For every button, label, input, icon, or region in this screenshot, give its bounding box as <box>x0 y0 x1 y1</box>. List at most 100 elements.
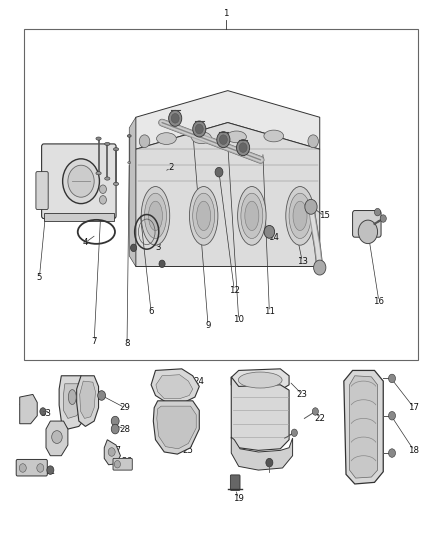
Bar <box>44 213 114 221</box>
Circle shape <box>291 429 297 437</box>
Polygon shape <box>231 369 289 392</box>
FancyBboxPatch shape <box>113 458 132 470</box>
FancyBboxPatch shape <box>36 172 48 209</box>
Circle shape <box>358 220 378 244</box>
Text: 6: 6 <box>148 308 154 316</box>
Circle shape <box>159 260 165 268</box>
Ellipse shape <box>113 182 119 185</box>
Ellipse shape <box>245 201 259 231</box>
Text: 20: 20 <box>266 458 277 467</box>
Circle shape <box>99 196 106 204</box>
Circle shape <box>305 199 317 214</box>
Circle shape <box>19 464 26 472</box>
Circle shape <box>374 208 381 216</box>
Circle shape <box>131 244 137 252</box>
Text: 17: 17 <box>408 403 420 412</box>
Ellipse shape <box>157 133 176 144</box>
Circle shape <box>193 121 206 137</box>
Circle shape <box>111 416 119 426</box>
FancyBboxPatch shape <box>353 211 381 237</box>
Circle shape <box>266 458 273 467</box>
Bar <box>24 29 418 360</box>
Text: 18: 18 <box>408 446 420 455</box>
Text: 16: 16 <box>373 297 385 305</box>
Ellipse shape <box>113 148 119 151</box>
Polygon shape <box>153 401 199 454</box>
Text: 5: 5 <box>37 273 42 281</box>
Ellipse shape <box>148 201 162 231</box>
Circle shape <box>68 165 94 197</box>
Polygon shape <box>80 381 95 418</box>
Text: 34: 34 <box>18 398 30 407</box>
Text: 30: 30 <box>67 385 78 393</box>
Text: 32: 32 <box>51 435 63 444</box>
Polygon shape <box>136 91 320 149</box>
Polygon shape <box>104 440 120 465</box>
Text: 7: 7 <box>92 337 97 345</box>
Text: 11: 11 <box>264 308 275 316</box>
Ellipse shape <box>264 130 284 142</box>
FancyBboxPatch shape <box>230 475 240 490</box>
Text: 24: 24 <box>194 377 205 385</box>
Text: 25: 25 <box>183 446 194 455</box>
Text: 9: 9 <box>205 321 211 329</box>
Ellipse shape <box>189 187 218 245</box>
Circle shape <box>215 167 223 177</box>
Circle shape <box>389 411 396 420</box>
Text: 22: 22 <box>314 414 325 423</box>
Circle shape <box>312 408 318 415</box>
Ellipse shape <box>145 193 166 239</box>
Circle shape <box>111 424 119 434</box>
Text: 4: 4 <box>83 238 88 247</box>
Circle shape <box>239 143 247 152</box>
Ellipse shape <box>227 131 246 143</box>
Circle shape <box>139 135 150 148</box>
Ellipse shape <box>141 187 170 245</box>
Ellipse shape <box>293 201 307 231</box>
Ellipse shape <box>105 177 110 180</box>
Polygon shape <box>156 375 193 399</box>
Circle shape <box>63 159 99 204</box>
Ellipse shape <box>127 135 131 137</box>
Text: 14: 14 <box>268 233 279 241</box>
Ellipse shape <box>96 137 101 140</box>
Text: 1: 1 <box>223 9 228 18</box>
Circle shape <box>217 132 230 148</box>
Text: 19: 19 <box>233 494 244 503</box>
Polygon shape <box>59 376 90 429</box>
Circle shape <box>380 215 386 222</box>
Text: 10: 10 <box>233 316 244 324</box>
Text: 35: 35 <box>21 465 32 473</box>
Circle shape <box>237 140 250 156</box>
Polygon shape <box>46 421 68 456</box>
Text: 21: 21 <box>272 435 284 444</box>
Text: 12: 12 <box>229 286 240 295</box>
Ellipse shape <box>127 161 131 164</box>
Circle shape <box>171 114 179 123</box>
Polygon shape <box>20 394 37 424</box>
Circle shape <box>389 449 396 457</box>
FancyBboxPatch shape <box>16 459 47 476</box>
Circle shape <box>308 135 318 148</box>
Text: 3: 3 <box>155 244 160 252</box>
Circle shape <box>99 185 106 193</box>
Text: 28: 28 <box>119 425 131 433</box>
Ellipse shape <box>105 142 110 146</box>
Circle shape <box>98 391 106 400</box>
Text: 27: 27 <box>110 446 122 455</box>
Text: 31: 31 <box>45 467 56 476</box>
Text: 33: 33 <box>40 409 52 417</box>
Polygon shape <box>136 123 320 266</box>
Text: 23: 23 <box>297 390 308 399</box>
Polygon shape <box>151 369 199 402</box>
Ellipse shape <box>192 132 211 143</box>
Circle shape <box>37 464 44 472</box>
Polygon shape <box>231 437 293 470</box>
Ellipse shape <box>237 187 266 245</box>
Text: 2: 2 <box>48 212 53 220</box>
Text: 15: 15 <box>318 212 330 220</box>
Ellipse shape <box>238 372 282 388</box>
Circle shape <box>389 374 396 383</box>
Circle shape <box>114 461 120 468</box>
Polygon shape <box>157 406 196 449</box>
